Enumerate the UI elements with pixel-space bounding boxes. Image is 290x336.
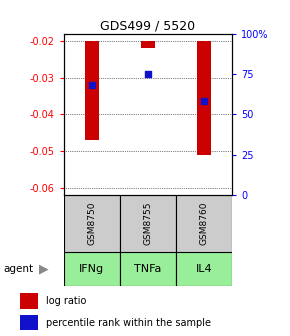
Text: agent: agent: [3, 264, 33, 274]
Bar: [120, 252, 176, 286]
Bar: [176, 195, 232, 252]
Bar: [141, 41, 155, 48]
Text: TNFa: TNFa: [134, 264, 162, 274]
Bar: [176, 252, 232, 286]
Point: [202, 99, 206, 104]
Title: GDS499 / 5520: GDS499 / 5520: [100, 19, 195, 33]
Text: GSM8750: GSM8750: [87, 202, 96, 245]
Point: [90, 83, 94, 88]
Bar: [64, 195, 120, 252]
Text: log ratio: log ratio: [46, 296, 86, 306]
Text: GSM8755: GSM8755: [143, 202, 153, 245]
Bar: [85, 41, 99, 140]
Bar: [120, 195, 176, 252]
Point: [146, 71, 150, 77]
Text: percentile rank within the sample: percentile rank within the sample: [46, 318, 211, 328]
Text: GSM8760: GSM8760: [200, 202, 209, 245]
Text: IL4: IL4: [196, 264, 212, 274]
Text: ▶: ▶: [39, 262, 49, 275]
Bar: [64, 252, 120, 286]
Bar: [20, 293, 38, 309]
Text: IFNg: IFNg: [79, 264, 104, 274]
Bar: [197, 41, 211, 155]
Bar: [20, 315, 38, 331]
